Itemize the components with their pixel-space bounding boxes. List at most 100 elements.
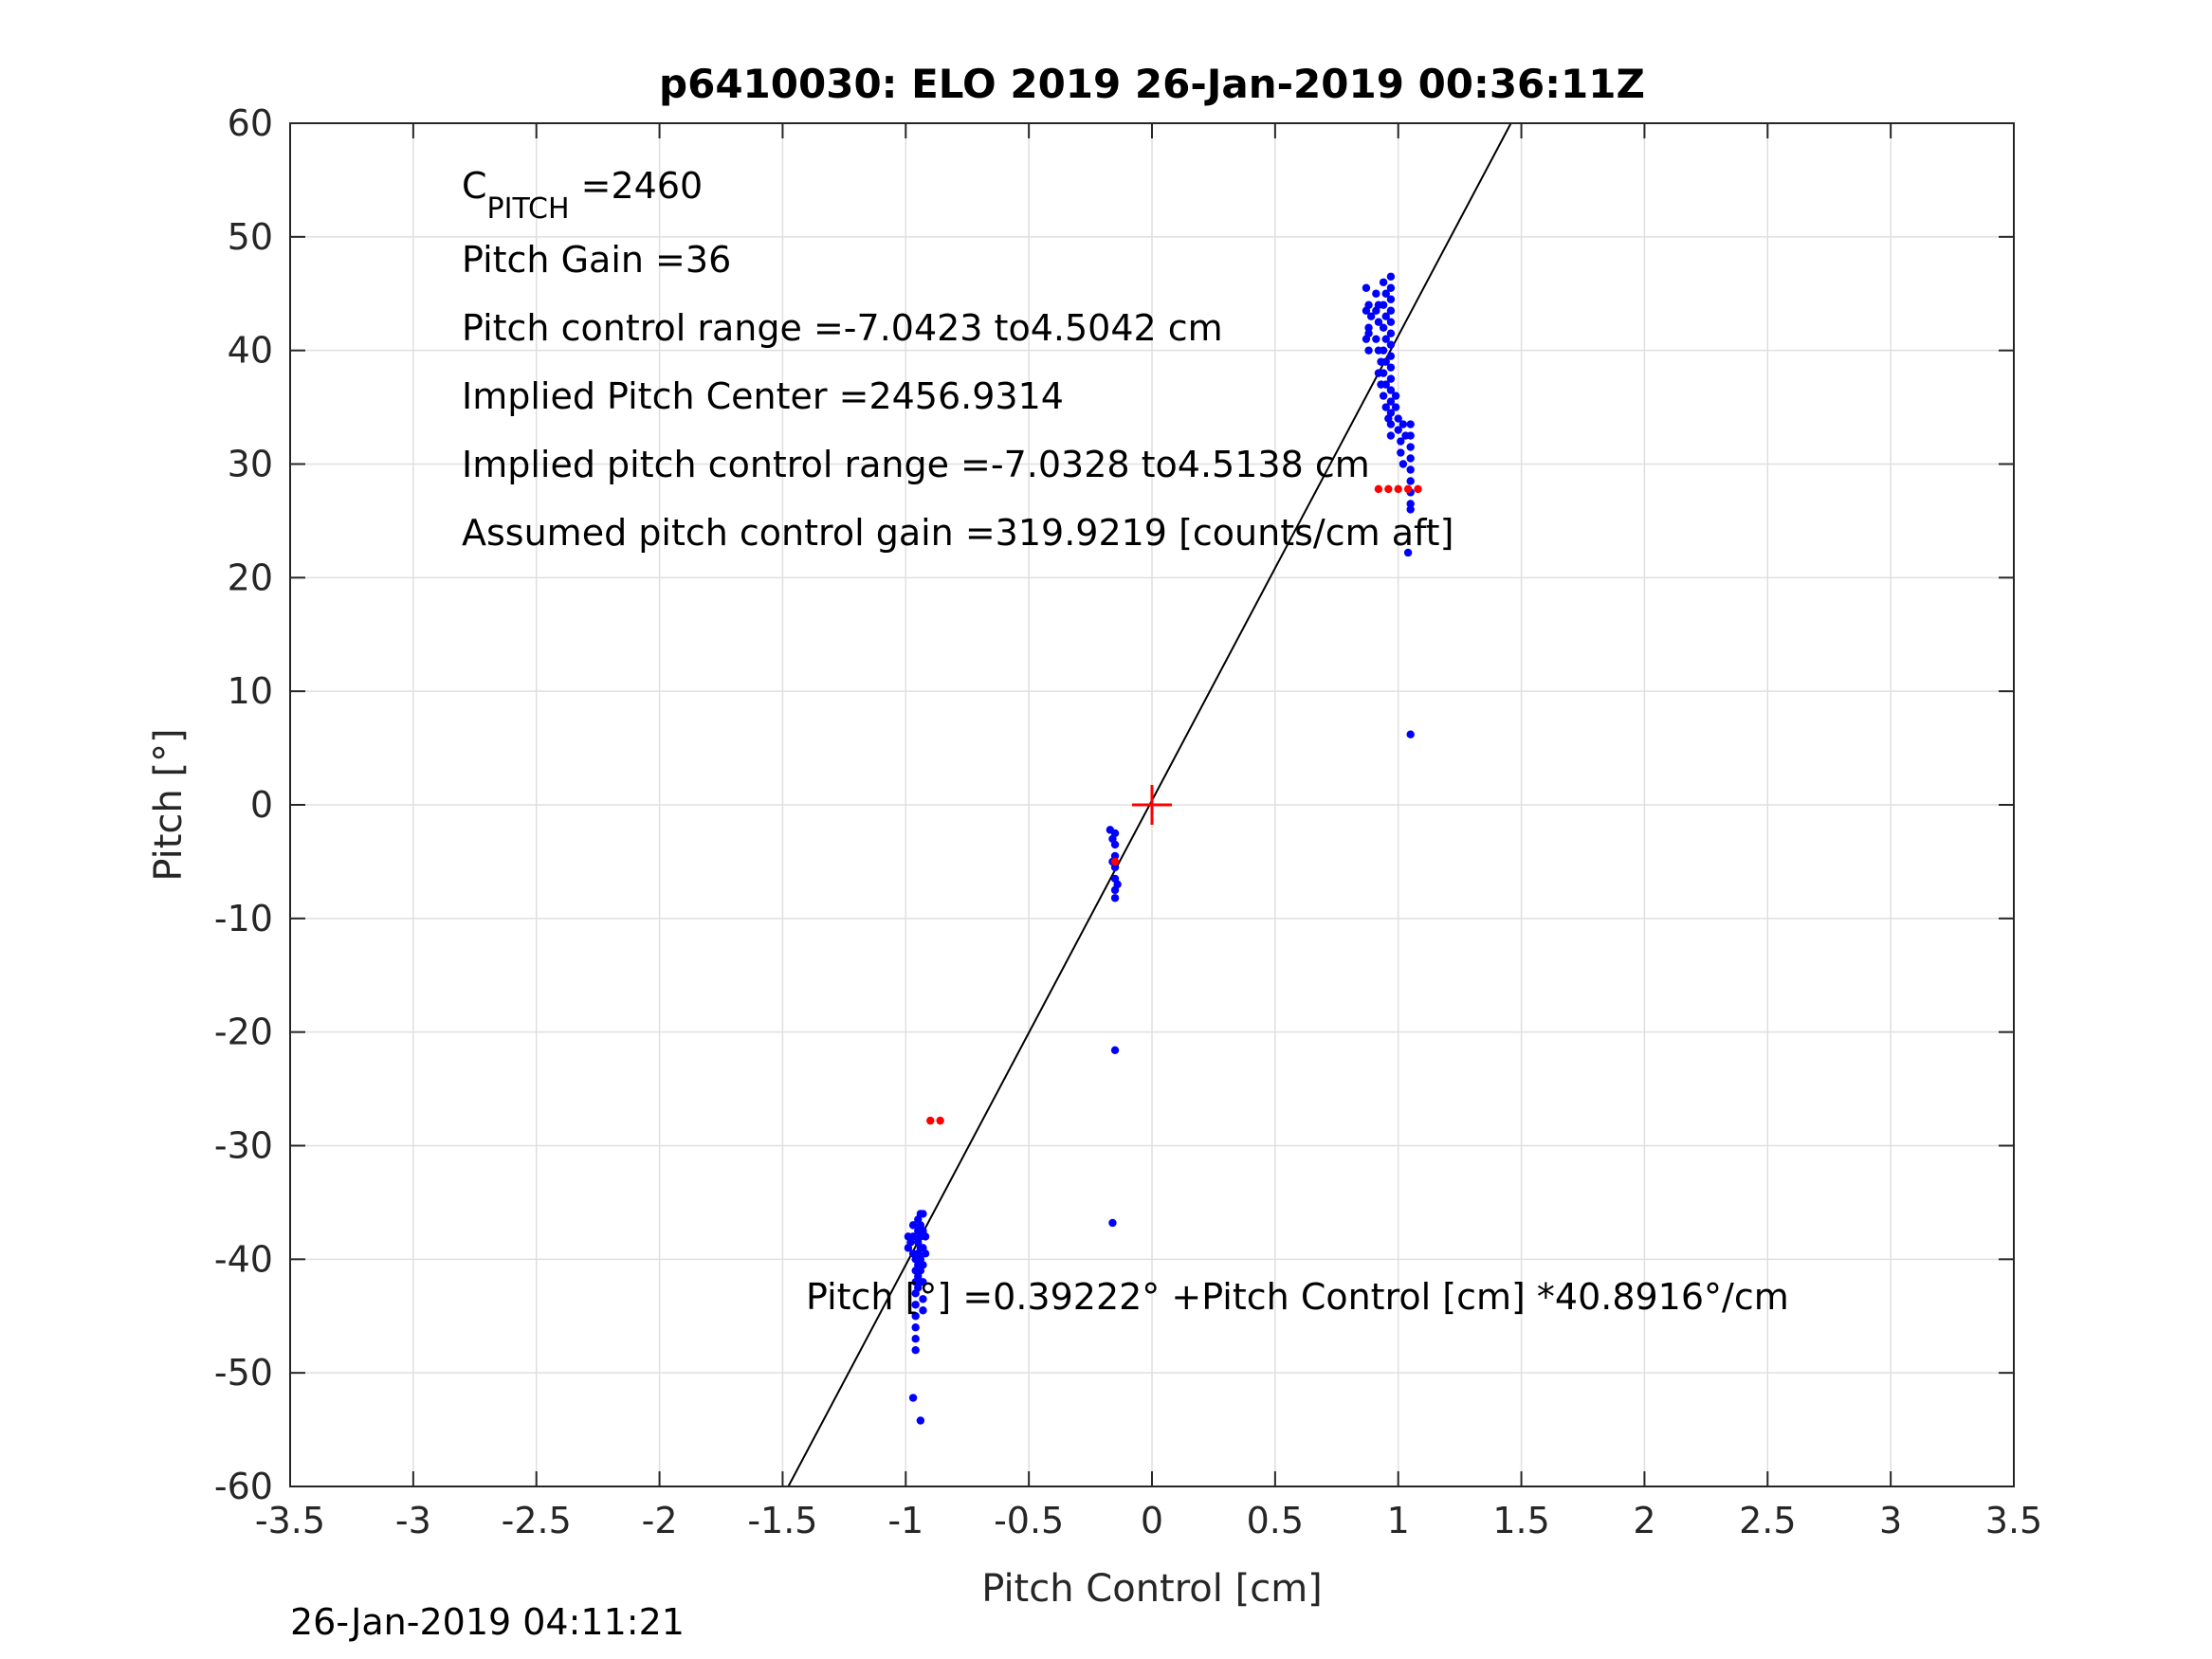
data-point-blue <box>1381 312 1390 320</box>
data-point-blue <box>1406 505 1415 514</box>
data-point-blue <box>911 1301 920 1309</box>
x-tick-label: 2 <box>1633 1500 1655 1541</box>
data-point-blue <box>911 1312 920 1321</box>
data-point-blue <box>1406 465 1415 474</box>
data-point-blue <box>1386 272 1396 281</box>
x-tick-label: 0 <box>1141 1500 1163 1541</box>
data-point-blue <box>1364 346 1373 355</box>
y-axis-label: Pitch [°] <box>147 728 191 881</box>
y-tick-label: -10 <box>214 898 273 939</box>
x-tick-label: -1.5 <box>747 1500 817 1541</box>
data-point-blue <box>1381 335 1390 343</box>
y-tick-label: -30 <box>214 1125 273 1167</box>
y-tick-label: -50 <box>214 1352 273 1394</box>
data-point-blue <box>908 1232 918 1241</box>
data-point-blue <box>1406 500 1415 508</box>
y-tick-label: 0 <box>250 784 273 826</box>
data-point-blue <box>1386 386 1396 394</box>
data-point-blue <box>1364 329 1373 337</box>
data-point-blue <box>1386 374 1396 383</box>
annotation-assumed-gain: Assumed pitch control gain =319.9219 [co… <box>462 512 1453 554</box>
data-point-blue <box>1406 420 1415 428</box>
y-tick-label: -60 <box>214 1466 273 1507</box>
data-point-blue <box>1379 369 1388 377</box>
data-point-blue <box>1386 420 1396 428</box>
data-point-blue <box>1366 312 1376 320</box>
data-point-blue <box>1374 318 1383 326</box>
data-point-blue <box>1386 318 1396 326</box>
data-point-blue <box>1394 426 1402 434</box>
data-point-blue <box>1391 403 1400 411</box>
data-point-blue <box>1398 460 1408 468</box>
center-marker <box>1132 785 1172 825</box>
data-point-blue <box>1381 289 1390 298</box>
data-point-blue <box>1386 363 1396 372</box>
data-point-red <box>1414 484 1422 494</box>
y-tick-label: -20 <box>214 1012 273 1053</box>
data-point-red <box>1384 484 1393 494</box>
annotation-c-pitch: CPITCH =2460 <box>462 165 703 226</box>
data-point-blue <box>908 1394 918 1402</box>
data-point-blue <box>1379 278 1388 286</box>
x-tick-label: -2 <box>642 1500 678 1541</box>
data-point-blue <box>1108 834 1117 844</box>
y-tick-label: 60 <box>228 102 273 144</box>
y-tick-label: 50 <box>228 216 273 258</box>
data-point-red <box>926 1116 935 1125</box>
annotation-c-pitch-sub: PITCH <box>487 192 570 226</box>
data-point-blue <box>1386 431 1396 440</box>
y-tick-label: -40 <box>214 1238 273 1280</box>
annotation-block: CPITCH =2460 Pitch Gain =36 Pitch contro… <box>462 165 1789 1318</box>
data-point-blue <box>1362 283 1371 292</box>
data-point-blue <box>1398 420 1408 428</box>
data-point-blue <box>921 1232 930 1241</box>
data-point-blue <box>1406 443 1415 451</box>
data-point-blue <box>1379 392 1388 400</box>
chart-title: p6410030: ELO 2019 26-Jan-2019 00:36:11Z <box>659 61 1645 107</box>
data-point-blue <box>1406 431 1415 440</box>
data-point-red <box>1403 484 1413 494</box>
data-point-blue <box>1406 454 1415 463</box>
x-tick-label: 0.5 <box>1247 1500 1304 1541</box>
data-point-blue <box>1372 306 1380 315</box>
data-point-blue <box>1379 323 1388 332</box>
x-tick-label: 1.5 <box>1492 1500 1549 1541</box>
data-point-blue <box>1386 352 1396 360</box>
annotation-fit-equation: Pitch [°] =0.39222° +Pitch Control [cm] … <box>806 1276 1789 1318</box>
y-tick-label: 30 <box>228 444 273 485</box>
data-point-blue <box>921 1249 930 1258</box>
annotation-implied-range: Implied pitch control range =-7.0328 to4… <box>462 444 1370 485</box>
y-tick-labels: -60 -50 -40 -30 -20 -10 0 10 20 30 40 50 60 <box>214 102 273 1507</box>
data-point-blue <box>1394 414 1402 423</box>
x-tick-label: 3.5 <box>1985 1500 2042 1541</box>
data-point-blue <box>1397 448 1405 457</box>
x-tick-label: 3 <box>1879 1500 1902 1541</box>
data-point-blue <box>1379 346 1388 355</box>
annotation-c-pitch-main: C <box>462 165 487 207</box>
data-point-blue <box>1386 397 1396 406</box>
data-point-blue <box>916 1416 925 1425</box>
data-point-blue <box>919 1210 927 1218</box>
data-point-blue <box>1386 306 1396 315</box>
data-point-blue <box>1372 335 1380 343</box>
data-point-blue <box>1362 306 1371 315</box>
annotation-control-range: Pitch control range =-7.0423 to4.5042 cm <box>462 307 1223 349</box>
data-point-blue <box>1110 1046 1120 1055</box>
data-point-blue <box>911 1335 920 1343</box>
x-tick-label: -3.5 <box>255 1500 325 1541</box>
data-point-blue <box>1110 894 1120 902</box>
y-tick-label: 40 <box>228 330 273 372</box>
data-point-blue <box>911 1346 920 1355</box>
data-points <box>904 272 1422 1425</box>
timestamp-label: 26-Jan-2019 04:11:21 <box>290 1601 685 1643</box>
data-point-blue <box>1406 730 1415 738</box>
x-tick-labels: -3.5 -3 -2.5 -2 -1.5 -1 -0.5 0 0.5 1 1.5 2 2.5 3 3.5 <box>255 1500 2042 1541</box>
data-point-blue <box>911 1323 920 1332</box>
data-point-blue <box>1386 283 1396 292</box>
data-point-blue <box>1406 477 1415 485</box>
data-point-blue <box>1381 380 1390 389</box>
data-point-blue <box>1386 340 1396 349</box>
data-point-blue <box>1379 301 1388 309</box>
data-point-blue <box>1386 295 1396 303</box>
